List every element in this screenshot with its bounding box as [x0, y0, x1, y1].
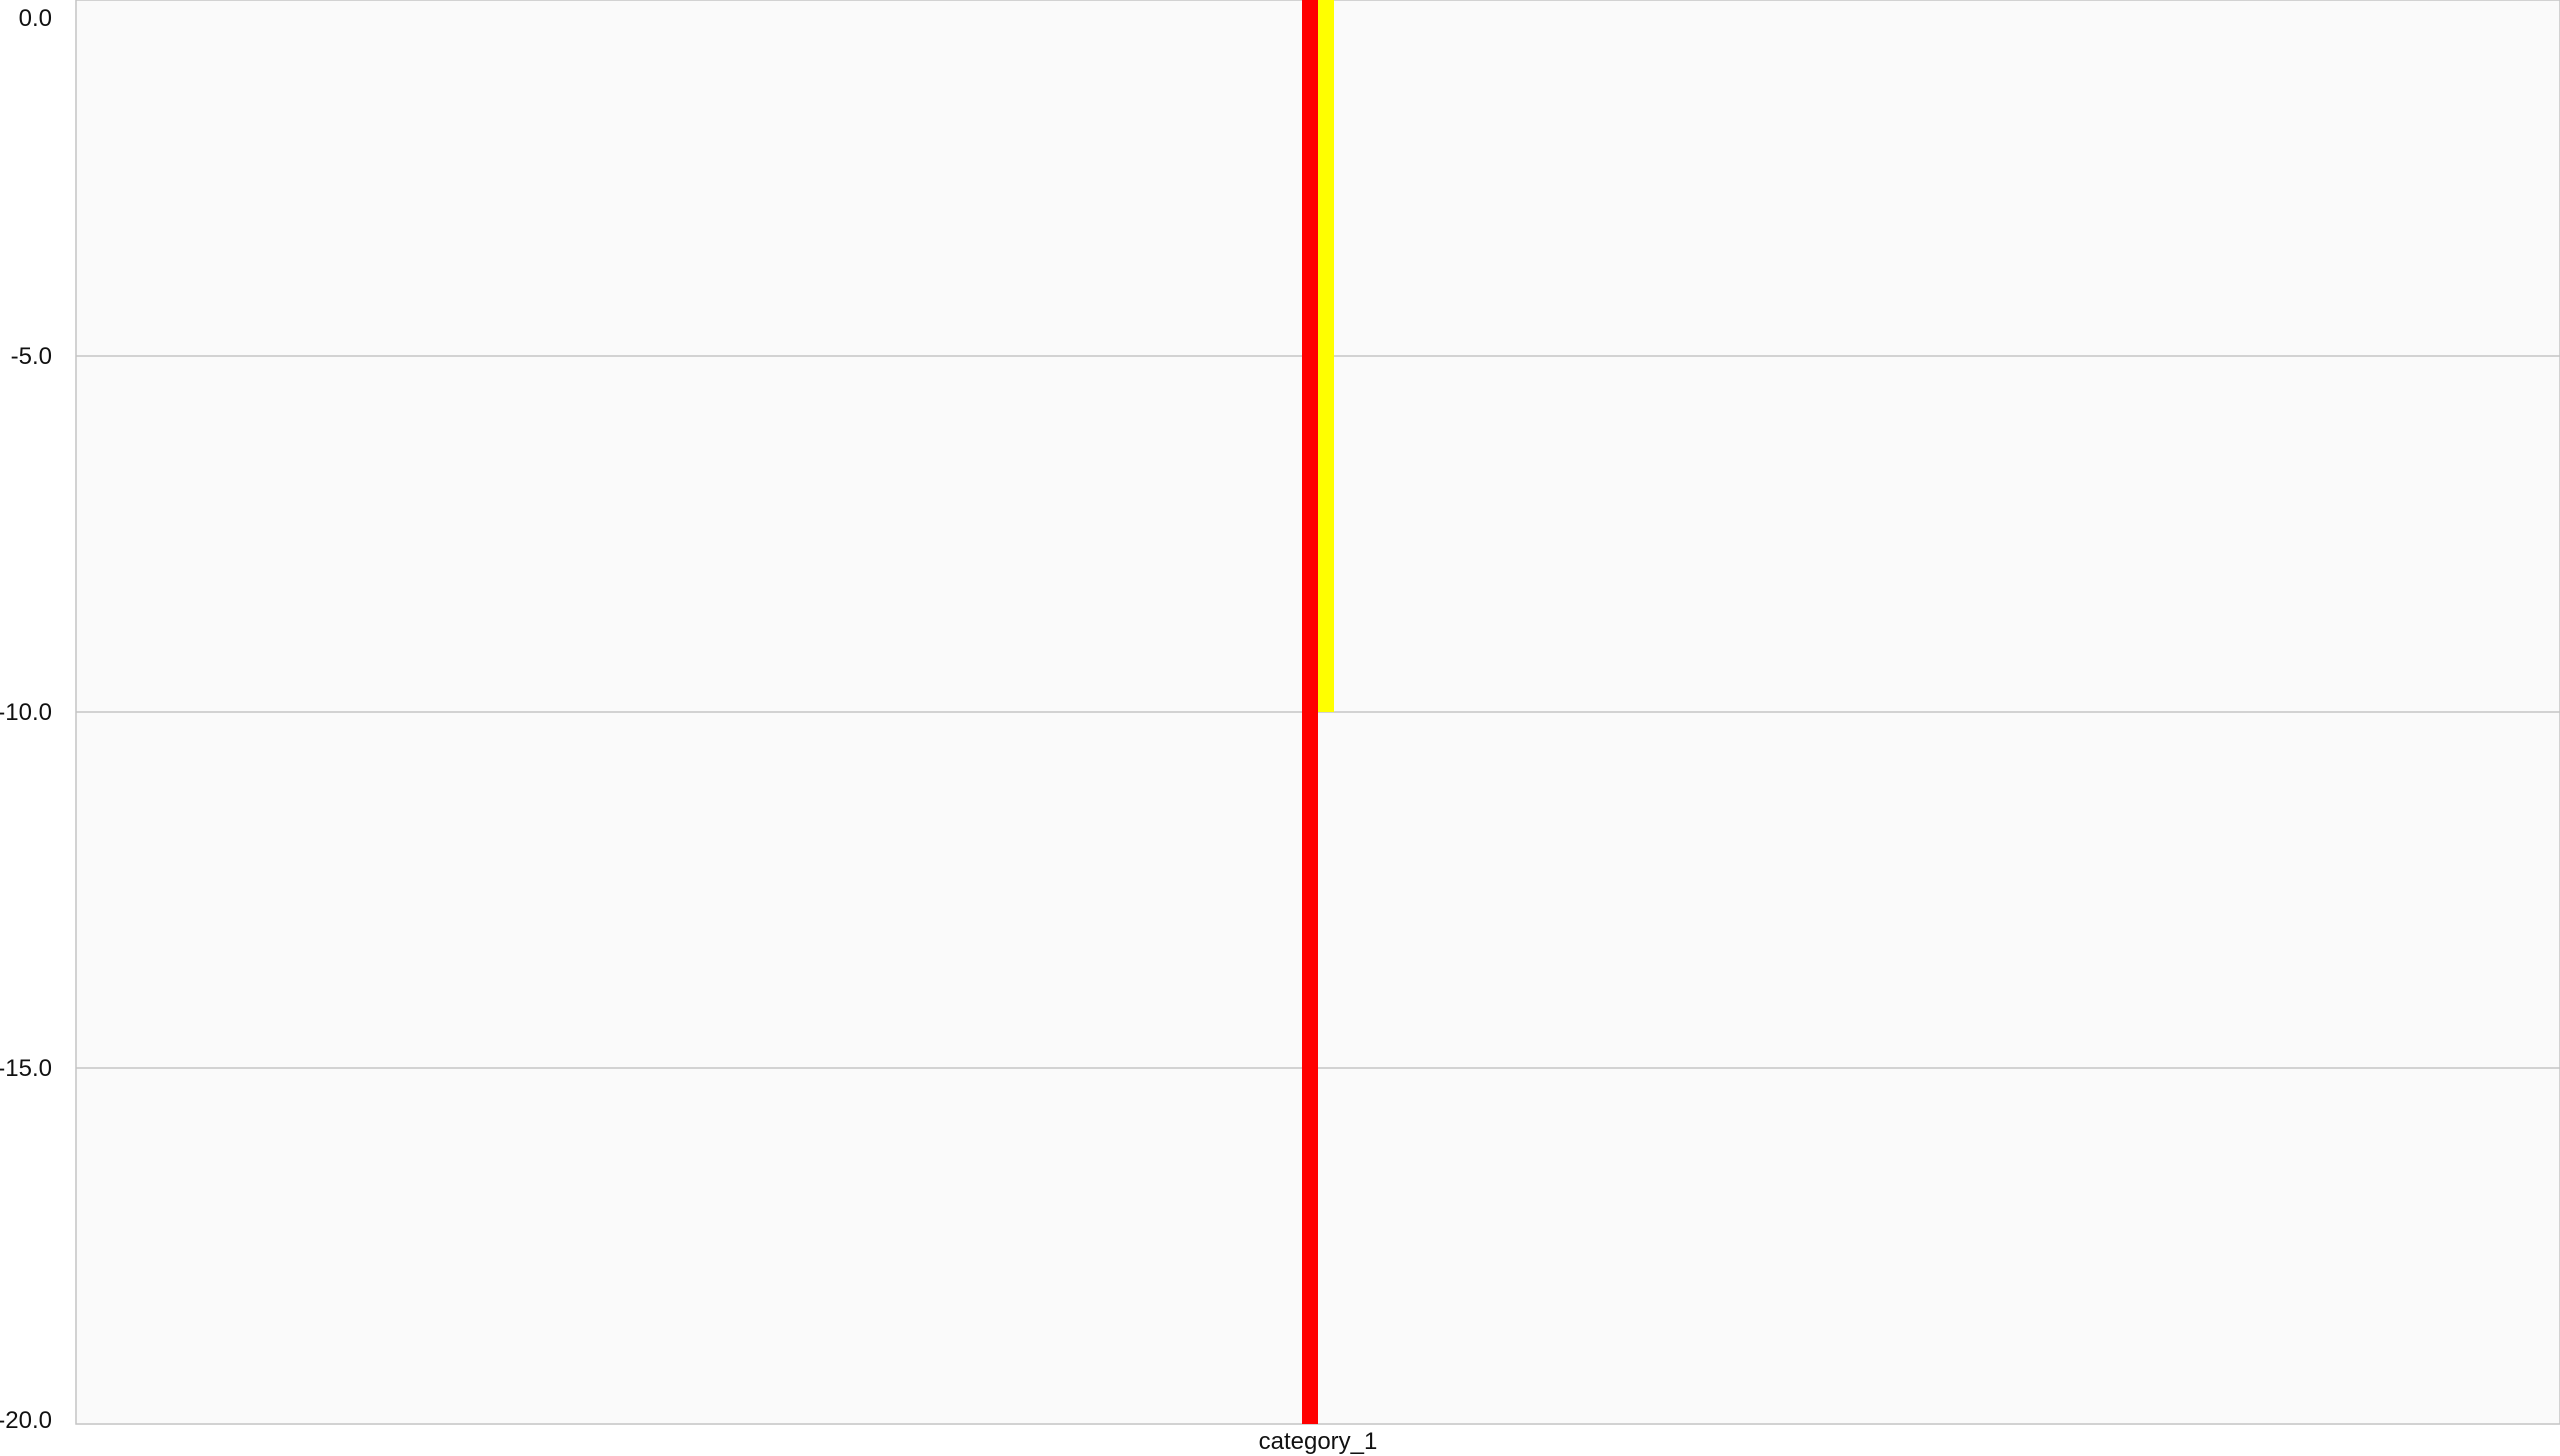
y-tick-label: -15.0 — [0, 1055, 52, 1082]
x-tick-label: category_1 — [1259, 1428, 1378, 1455]
y-tick-label: 0.0 — [19, 5, 52, 32]
y-axis-ticks: 0.0 -5.0 -10.0 -15.0 -20.0 — [0, 5, 52, 1434]
bar-series-1 — [1302, 0, 1318, 1424]
bar-series-2 — [1318, 0, 1334, 712]
x-axis-ticks: category_1 — [1259, 1428, 1378, 1455]
y-tick-label: -10.0 — [0, 699, 52, 726]
y-tick-label: -5.0 — [11, 343, 52, 370]
y-tick-label: -20.0 — [0, 1407, 52, 1434]
